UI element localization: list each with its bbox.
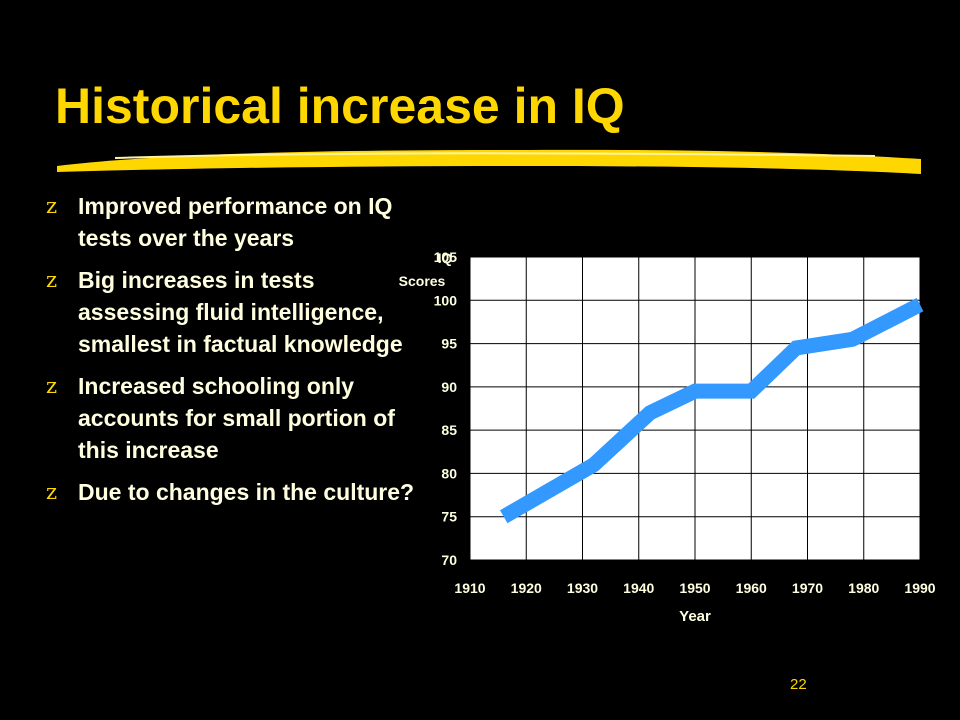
- x-tick-label: 1970: [792, 580, 823, 596]
- bullet-marker: z: [46, 374, 58, 398]
- bullet-item: z Big increases in tests assessing fluid…: [44, 264, 424, 360]
- bullet-text: Increased schooling only accounts for sm…: [78, 373, 395, 463]
- title-underline: [57, 149, 921, 174]
- y-tick-label: 100: [434, 292, 458, 308]
- x-tick-label: 1990: [904, 580, 935, 596]
- y-axis-label-line: IQ: [438, 250, 453, 266]
- x-tick-label: 1940: [623, 580, 654, 596]
- y-tick-label: 70: [441, 552, 457, 568]
- bullet-marker: z: [46, 268, 58, 292]
- bullet-text: Due to changes in the culture?: [78, 479, 415, 505]
- y-tick-label: 95: [441, 336, 457, 352]
- slide-title: Historical increase in IQ: [55, 78, 625, 134]
- y-tick-label: 105: [434, 249, 458, 265]
- x-tick-label: 1920: [511, 580, 542, 596]
- slide-number: 22: [790, 676, 807, 693]
- bullet-item: z Improved performance on IQ tests over …: [44, 190, 424, 254]
- y-tick-label: 75: [441, 509, 457, 525]
- bullet-marker: z: [46, 194, 58, 218]
- y-tick-label: 80: [441, 465, 457, 481]
- underline-highlight: [114, 152, 876, 159]
- x-tick-label: 1910: [454, 580, 485, 596]
- x-tick-label: 1930: [567, 580, 598, 596]
- y-axis-label-line: Scores: [399, 273, 446, 289]
- bullet-item: z Increased schooling only accounts for …: [44, 370, 424, 466]
- x-tick-label: 1980: [848, 580, 879, 596]
- bullet-list: z Improved performance on IQ tests over …: [44, 190, 424, 518]
- series-line: [500, 297, 924, 524]
- bullet-text: Improved performance on IQ tests over th…: [78, 193, 393, 251]
- y-tick-label: 90: [441, 379, 457, 395]
- underline-stroke: [57, 149, 921, 174]
- bullet-item: z Due to changes in the culture?: [44, 476, 424, 508]
- iq-line-chart: 70 75 80 85 90 95 100 105 1910 1920 1930 1940 1950 19…: [399, 249, 936, 625]
- bullet-text: Big increases in tests assessing fluid i…: [78, 267, 403, 357]
- bullet-marker: z: [46, 480, 58, 504]
- x-tick-label: 1950: [679, 580, 710, 596]
- x-tick-label: 1960: [736, 580, 767, 596]
- x-axis-label: Year: [679, 608, 711, 625]
- y-tick-label: 85: [441, 422, 457, 438]
